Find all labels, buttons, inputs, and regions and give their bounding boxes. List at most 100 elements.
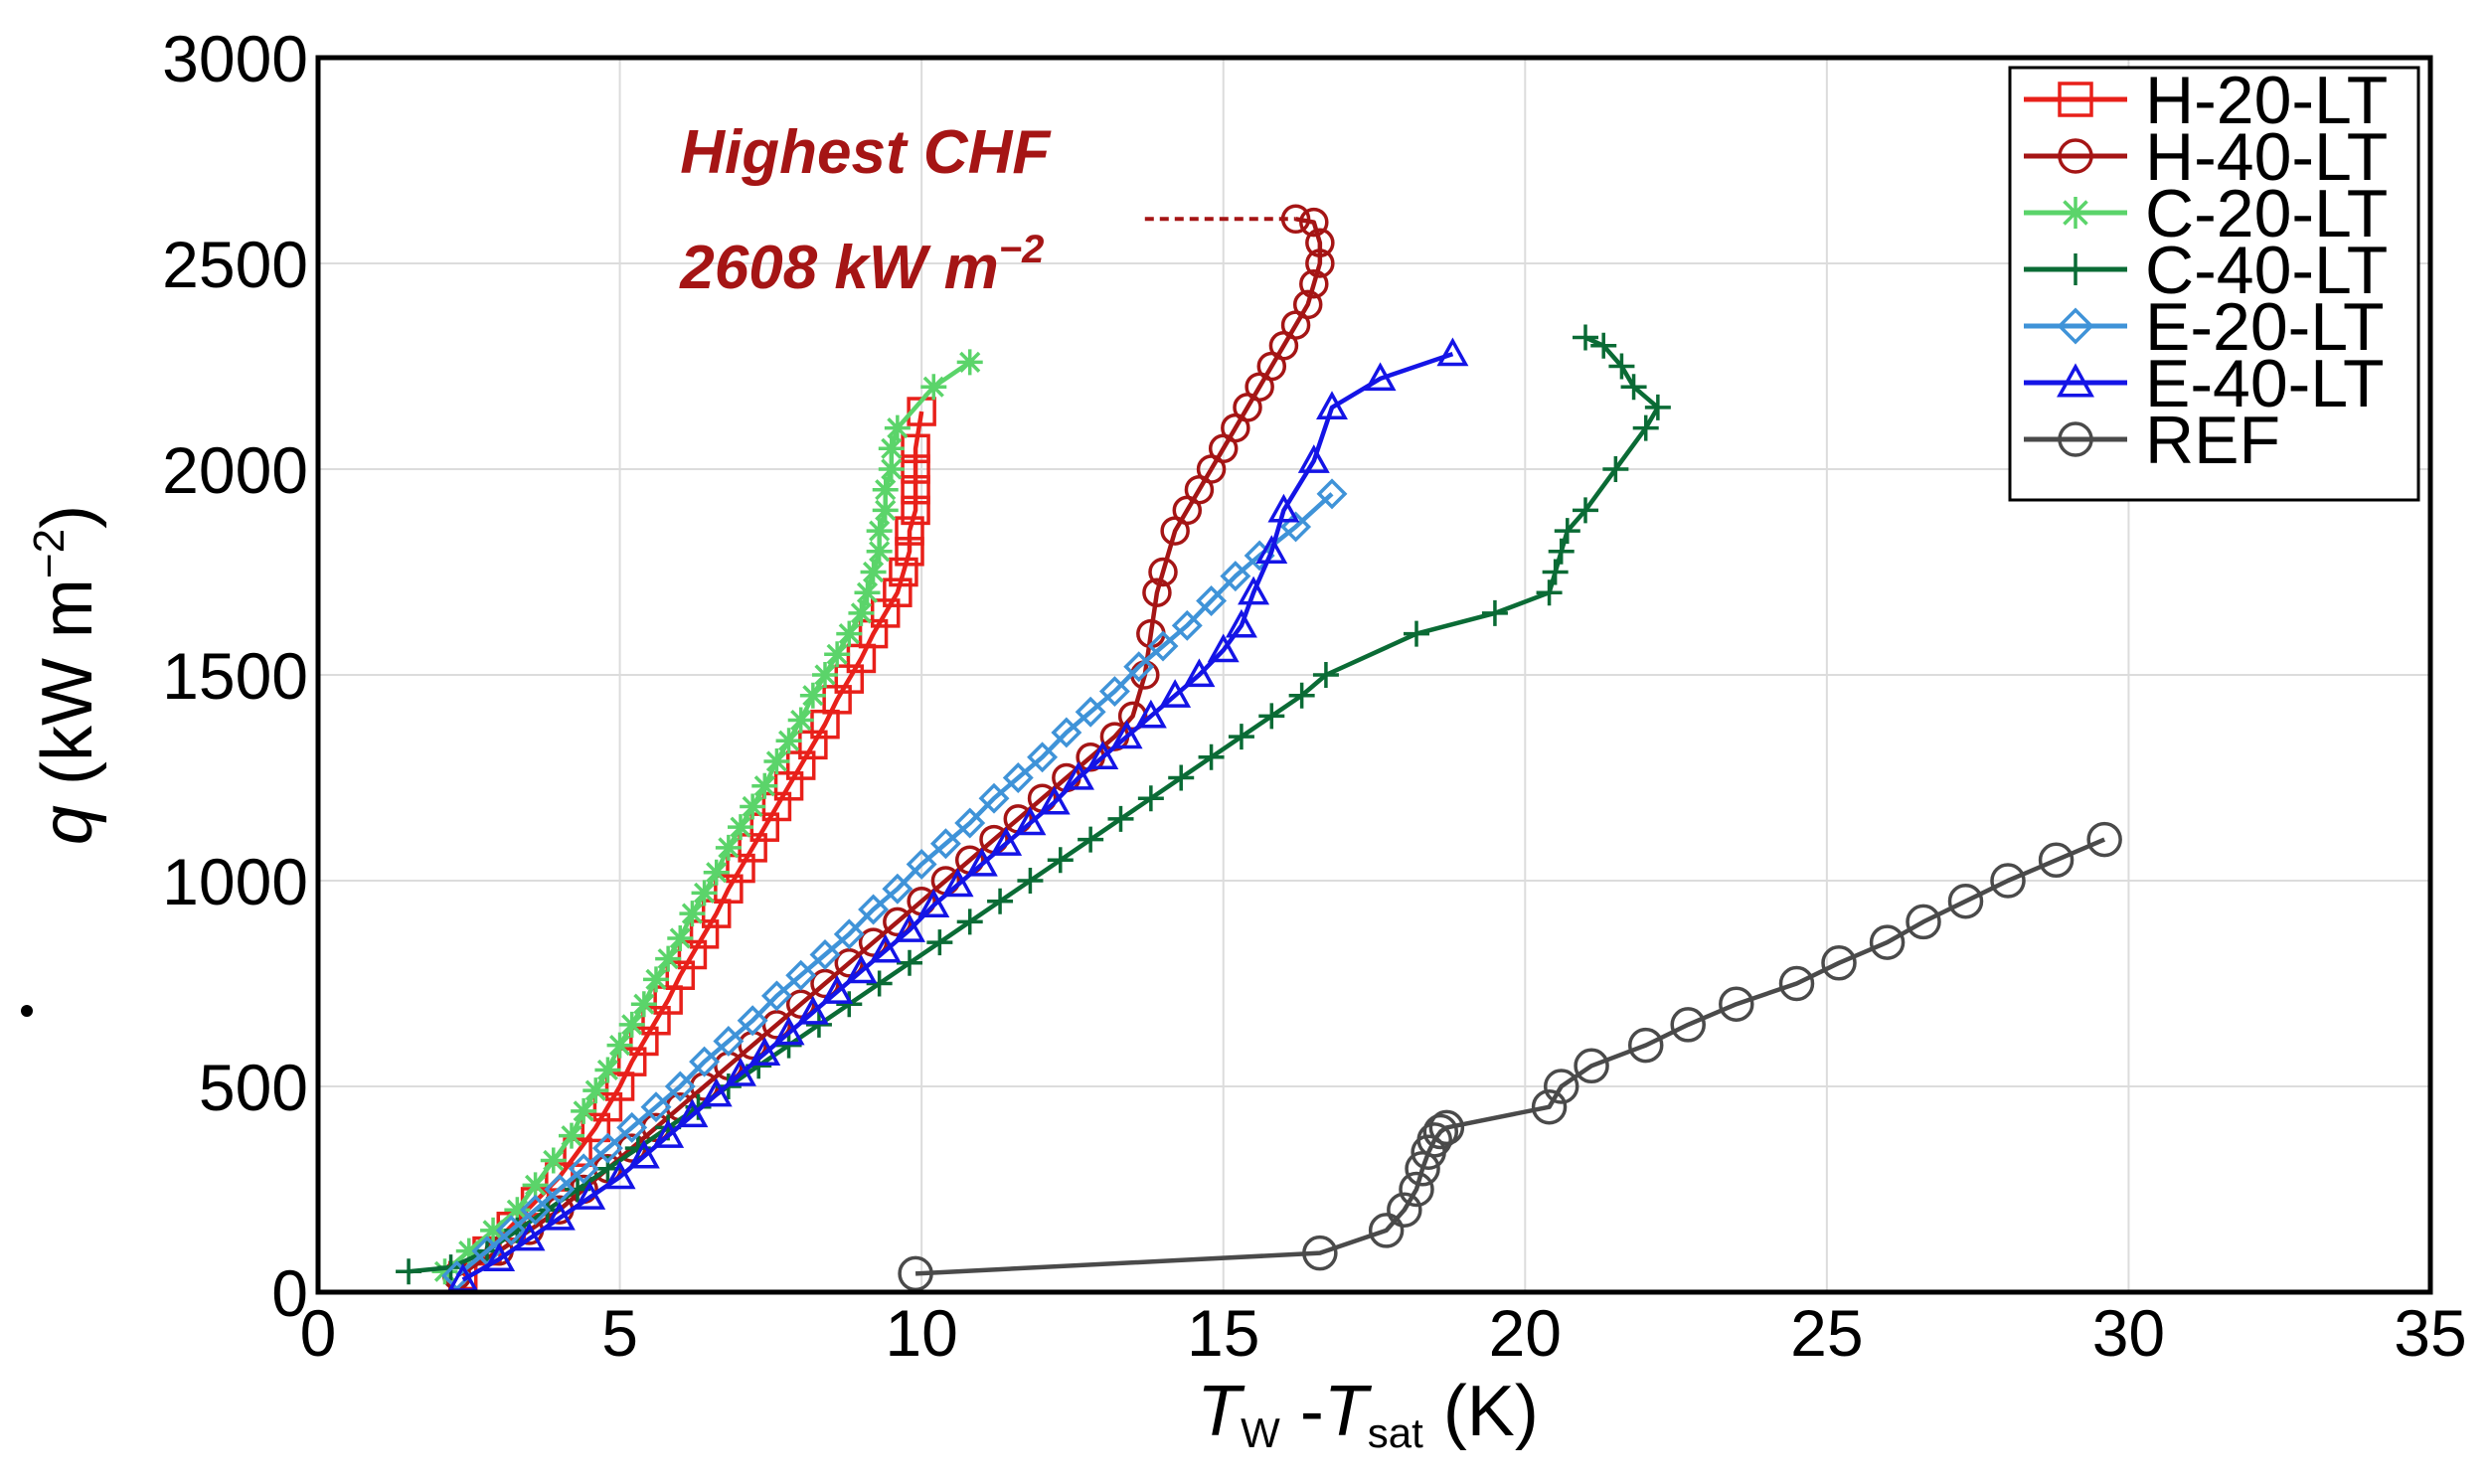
- annotation-line2: 2608 kW m−2: [679, 228, 1044, 302]
- data-point: [1404, 620, 1429, 647]
- data-point: [1255, 535, 1288, 564]
- legend-item: H-20-LT: [2024, 63, 2388, 138]
- series-e-40-lt: [446, 337, 1469, 1292]
- data-point: [676, 1098, 709, 1128]
- data-point: [1075, 696, 1106, 728]
- x-title-separator: -: [1280, 1372, 1324, 1451]
- data-point: [1387, 1192, 1422, 1228]
- data-point: [1990, 863, 2026, 899]
- data-point: [1168, 764, 1195, 791]
- data-point: [2060, 253, 2091, 285]
- data-point: [906, 848, 937, 880]
- series-line: [443, 360, 971, 1274]
- data-point: [568, 1153, 599, 1185]
- y-tick-label: 1000: [162, 845, 308, 918]
- x-tick-label: 25: [1790, 1296, 1863, 1370]
- data-point: [1147, 630, 1179, 662]
- data-point: [872, 497, 899, 524]
- data-point: [1123, 651, 1155, 683]
- legend-label: REF: [2145, 403, 2280, 478]
- x-title-t: T: [1197, 1372, 1246, 1451]
- data-point: [543, 1201, 576, 1231]
- y-title-unit: (kW m: [28, 578, 107, 805]
- data-point: [1110, 720, 1143, 749]
- data-point: [1280, 511, 1312, 543]
- data-point: [824, 641, 851, 668]
- plot-area: [396, 204, 2122, 1292]
- data-point: [700, 1077, 733, 1107]
- legend-item: E-40-LT: [2024, 346, 2385, 421]
- data-point: [1225, 608, 1257, 638]
- data-point: [1171, 609, 1203, 641]
- data-point: [1620, 374, 1647, 401]
- data-point: [483, 1242, 516, 1272]
- x-tick-label: 10: [885, 1296, 957, 1370]
- series-c-20-lt: [431, 349, 983, 1285]
- data-point: [1137, 785, 1164, 812]
- data-point: [785, 959, 817, 991]
- data-point: [956, 349, 983, 376]
- data-point: [1481, 599, 1508, 626]
- data-point: [860, 559, 887, 585]
- legend-label: C-20-LT: [2145, 176, 2388, 251]
- x-title-unit: (K): [1423, 1372, 1539, 1451]
- data-point: [1299, 207, 1329, 238]
- legend-item: H-40-LT: [2024, 119, 2388, 195]
- data-point: [2086, 821, 2122, 858]
- y-title-exponent: −2: [25, 529, 74, 578]
- data-point: [929, 828, 961, 860]
- data-point: [987, 888, 1014, 914]
- data-point: [812, 662, 838, 688]
- data-point: [965, 847, 998, 877]
- annotation-value: 2608 kW m: [679, 234, 999, 302]
- data-point: [740, 793, 766, 820]
- data-point: [1297, 444, 1330, 473]
- data-point: [655, 945, 682, 972]
- data-point: [1302, 1235, 1338, 1271]
- data-point: [504, 1197, 531, 1224]
- y-tick-label: 500: [199, 1051, 308, 1124]
- data-point: [1316, 478, 1348, 510]
- data-point: [836, 620, 863, 647]
- data-point: [954, 807, 986, 839]
- series-line: [455, 492, 1334, 1278]
- data-point: [2058, 82, 2093, 117]
- data-point: [713, 1025, 745, 1057]
- data-point: [941, 868, 974, 898]
- data-point: [574, 1181, 606, 1210]
- data-point: [1947, 883, 1984, 919]
- data-point: [495, 1215, 527, 1246]
- y-tick-label: 2000: [162, 433, 308, 507]
- data-point: [1543, 1069, 1579, 1104]
- data-point: [1608, 353, 1635, 380]
- data-point: [1098, 676, 1130, 708]
- data-point: [1399, 1171, 1434, 1208]
- data-point: [603, 1160, 636, 1190]
- data-point: [571, 1097, 597, 1124]
- legend-item: C-20-LT: [2024, 176, 2388, 251]
- data-point: [1627, 1027, 1664, 1064]
- data-point: [1134, 699, 1167, 729]
- data-point: [725, 1057, 756, 1086]
- data-point: [772, 1016, 805, 1046]
- y-tick-label: 2500: [162, 228, 308, 301]
- data-point: [1196, 585, 1228, 616]
- data-point: [594, 1057, 621, 1083]
- data-point: [1063, 760, 1094, 790]
- data-point: [884, 414, 911, 441]
- data-point: [1002, 762, 1034, 793]
- data-point: [878, 456, 905, 482]
- data-point: [582, 1077, 609, 1104]
- data-point: [563, 1137, 592, 1167]
- y-axis-title: q (kW m−2): [21, 505, 107, 1017]
- data-point: [737, 1005, 768, 1037]
- series-line: [461, 411, 924, 1278]
- series-e-20-lt: [441, 478, 1348, 1291]
- data-point: [775, 1032, 802, 1059]
- data-point: [869, 933, 902, 963]
- data-point: [1312, 662, 1339, 688]
- series-line: [914, 837, 2106, 1276]
- data-point: [1198, 743, 1225, 770]
- data-point: [889, 557, 918, 587]
